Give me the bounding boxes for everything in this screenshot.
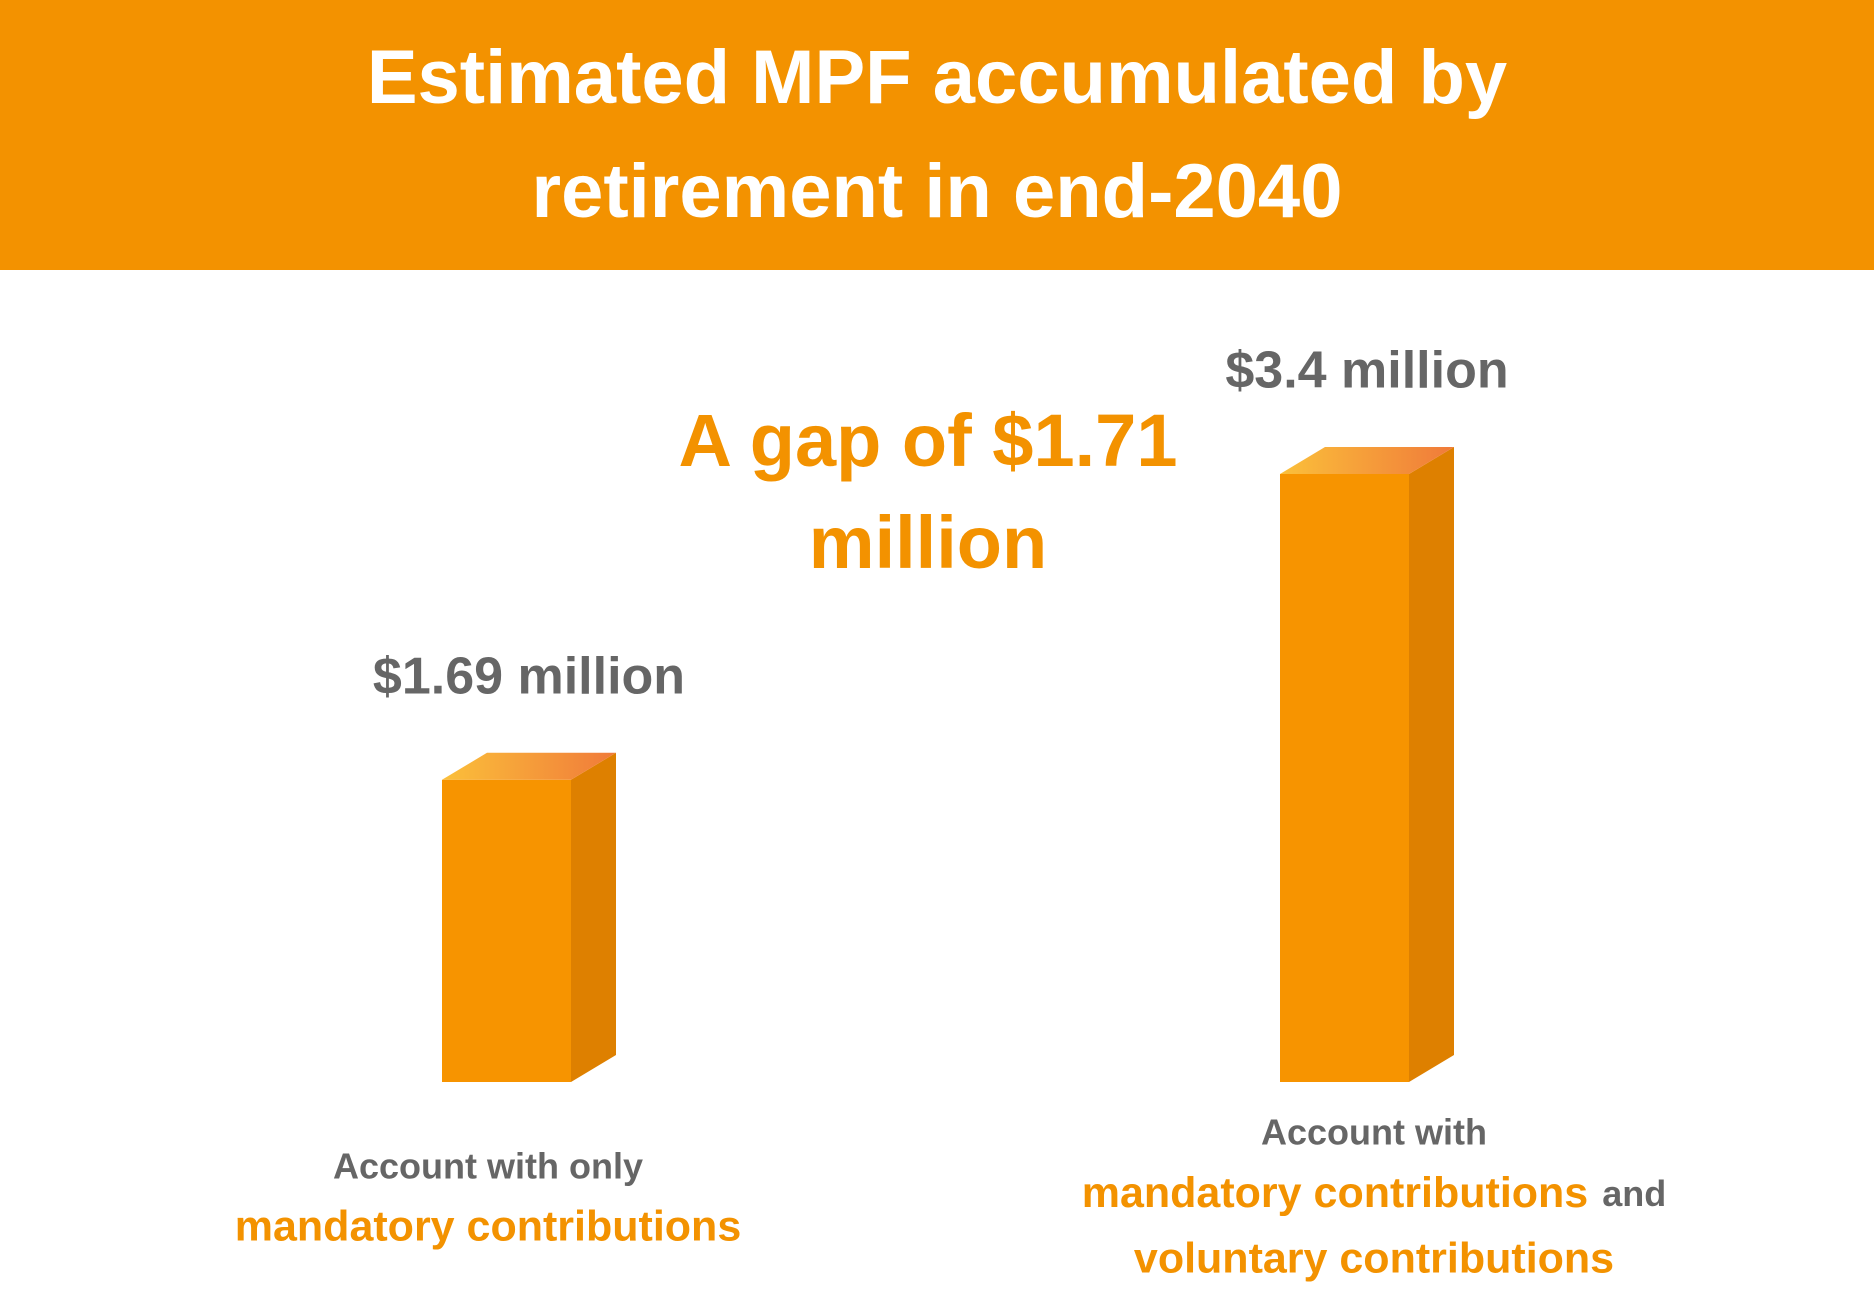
x-tick-label: voluntary contributions — [1134, 1234, 1614, 1282]
x-tick-label-part: and — [1602, 1173, 1666, 1214]
bar-side — [1409, 447, 1454, 1082]
x-tick-label: mandatory contributions — [235, 1202, 741, 1250]
bar-top — [442, 752, 616, 780]
bar-front — [442, 779, 571, 1082]
gap-annotation: A gap of $1.71 million — [678, 399, 1178, 584]
x-tick-label: mandatory contributions and — [1082, 1169, 1666, 1217]
x-tick-label: Account with — [1261, 1112, 1487, 1153]
bar — [1280, 447, 1454, 1082]
value-label: $3.4 million — [1225, 342, 1508, 400]
value-label: $1.69 million — [373, 648, 685, 706]
bar-top — [1280, 447, 1454, 474]
bar-side — [571, 752, 616, 1082]
x-tick-label-part: mandatory contributions — [1082, 1169, 1588, 1217]
x-tick-label: Account with only — [333, 1146, 643, 1187]
bar — [442, 752, 616, 1082]
chart-title: Estimated MPF accumulated by retirement … — [366, 35, 1508, 234]
header-banner: Estimated MPF accumulated by retirement … — [0, 0, 1874, 270]
bar-front — [1280, 474, 1409, 1082]
